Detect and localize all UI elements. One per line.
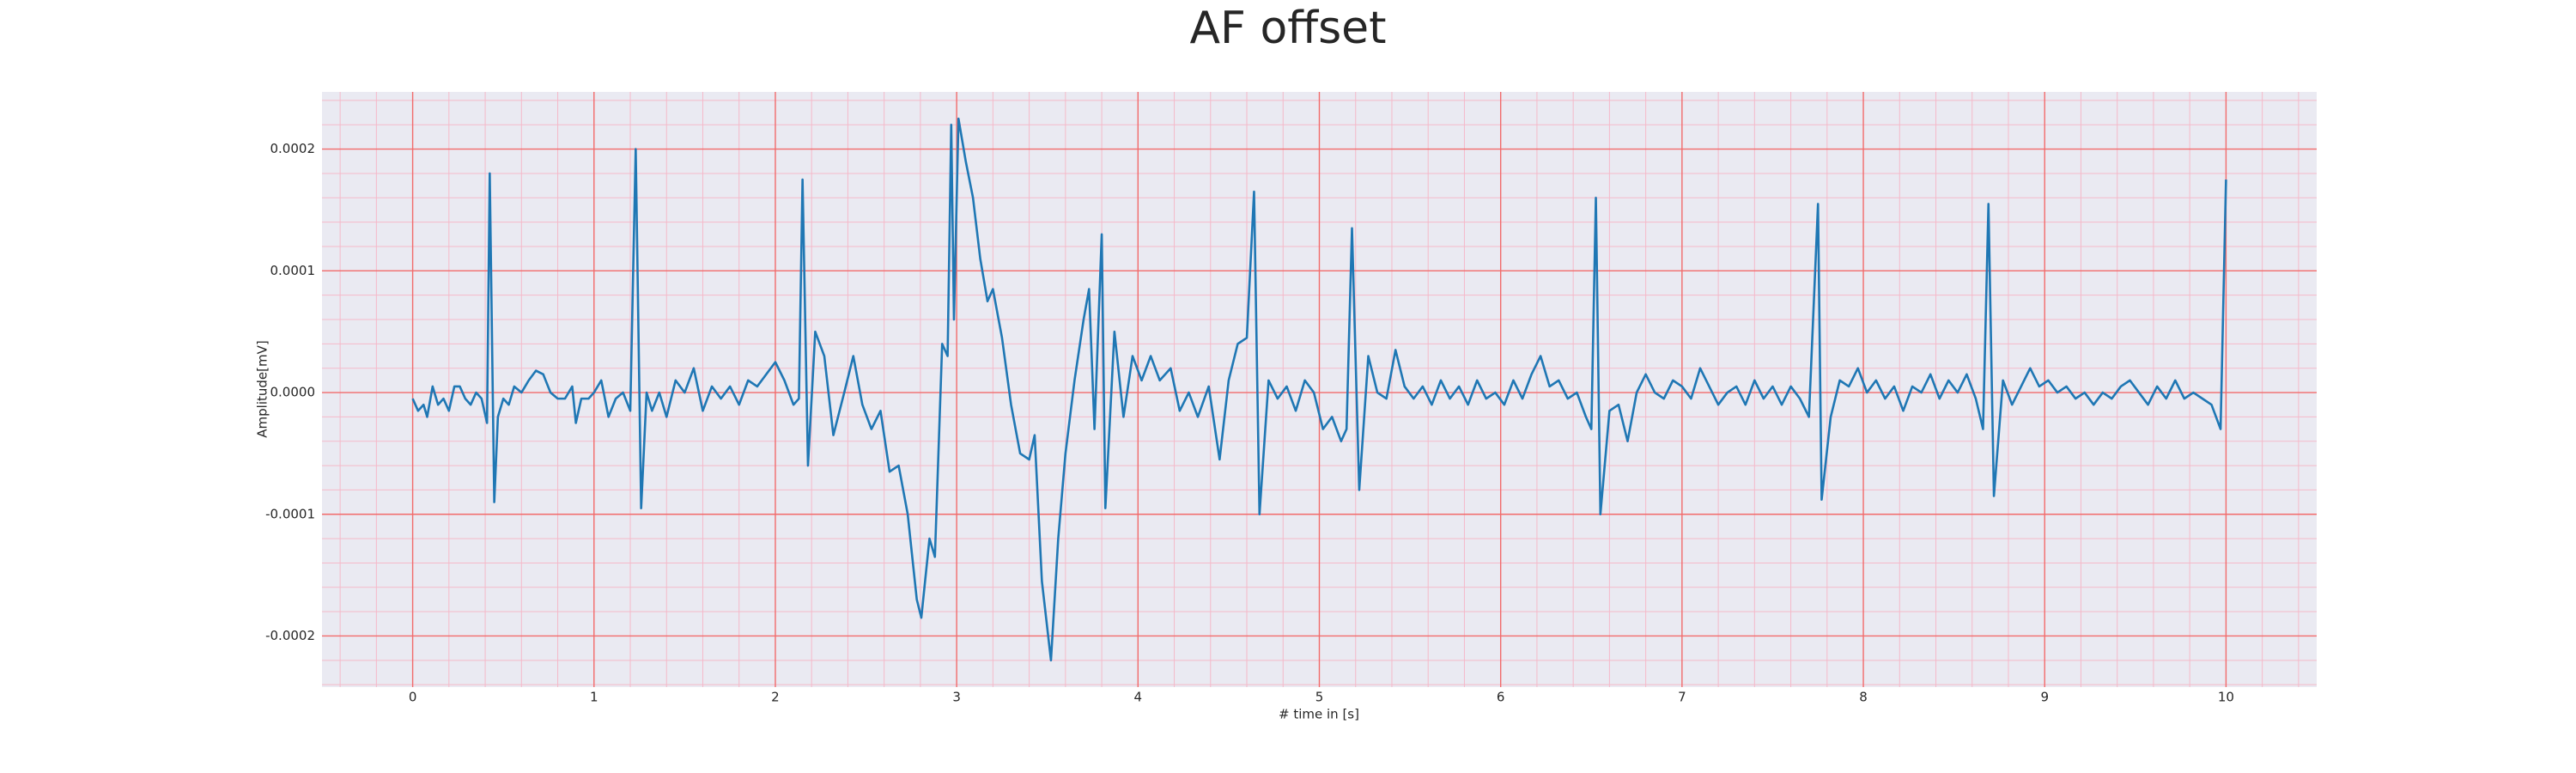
y-tick-label: -0.0001	[265, 506, 315, 521]
x-tick-label: 10	[2218, 690, 2234, 705]
x-tick-label: 0	[409, 690, 417, 705]
y-tick-label: 0.0000	[270, 385, 316, 400]
x-tick-label: 3	[952, 690, 961, 705]
chart-title: AF offset	[1189, 3, 1386, 54]
data-line	[411, 117, 2227, 662]
y-tick-label: 0.0002	[270, 141, 316, 156]
x-tick-label: 2	[771, 690, 780, 705]
x-tick-label: 6	[1497, 690, 1505, 705]
y-axis-label: Amplitude[mV]	[255, 340, 270, 437]
x-tick-label: 5	[1315, 690, 1324, 705]
x-tick-label: 9	[2040, 690, 2049, 705]
x-tick-label: 8	[1859, 690, 1868, 705]
x-axis-label: # time in [s]	[1279, 707, 1359, 722]
x-tick-label: 4	[1134, 690, 1143, 705]
y-tick-label: 0.0001	[270, 263, 316, 278]
x-tick-label: 7	[1678, 690, 1686, 705]
x-tick-label: 1	[590, 690, 598, 705]
marks	[411, 117, 2227, 662]
grid	[322, 92, 2317, 687]
y-tick-label: -0.0002	[265, 628, 315, 643]
